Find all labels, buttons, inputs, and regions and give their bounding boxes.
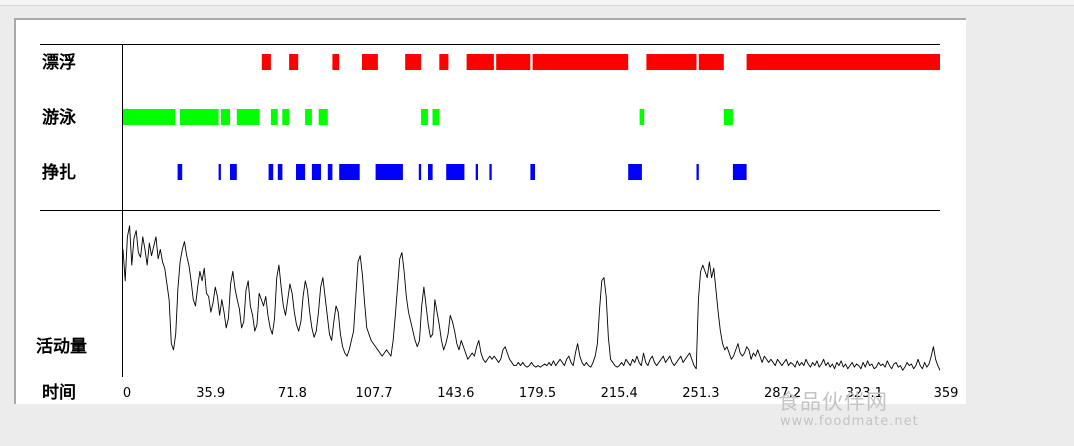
- segment-row0-6: [466, 54, 478, 70]
- watermark-text: 食品伙伴网: [778, 390, 888, 414]
- x-tick-8: 287.2: [764, 386, 801, 401]
- segment-row0-12: [746, 54, 940, 70]
- watermark: 食品伙伴网 www.foodmate.net: [778, 386, 1038, 436]
- watermark-url: www.foodmate.net: [780, 414, 919, 429]
- segment-row2-1: [218, 164, 221, 180]
- segment-row2-15: [530, 164, 535, 180]
- x-tick-7: 251.3: [682, 386, 719, 401]
- segment-row2-13: [475, 164, 478, 180]
- segment-row1-5: [282, 109, 290, 125]
- row-label-0: 漂浮: [42, 52, 76, 73]
- segment-row1-11: [723, 109, 733, 125]
- segment-row2-0: [177, 164, 183, 180]
- segment-row0-9: [532, 54, 629, 70]
- x-tick-9: 323.1: [846, 386, 883, 401]
- top-toolbar-strip: [0, 0, 1074, 6]
- row-label-1: 游泳: [42, 107, 77, 128]
- x-tick-5: 179.5: [519, 386, 556, 401]
- segment-row1-3: [236, 109, 260, 125]
- segment-row1-0: [123, 109, 176, 125]
- segment-row2-3: [268, 164, 274, 180]
- segment-row0-11: [698, 54, 724, 70]
- x-tick-3: 107.7: [355, 386, 392, 401]
- segment-row2-17: [696, 164, 699, 180]
- segment-row0-1: [289, 54, 299, 70]
- segment-row0-5: [439, 54, 449, 70]
- segment-row2-16: [628, 164, 642, 180]
- x-axis-label: 时间: [42, 382, 76, 403]
- segment-row2-7: [327, 164, 333, 180]
- segment-row0-7: [478, 54, 494, 70]
- segment-row0-2: [332, 54, 340, 70]
- segment-row1-1: [179, 109, 219, 125]
- segment-row0-4: [405, 54, 422, 70]
- x-tick-1: 35.9: [196, 386, 225, 401]
- activity-label: 活动量: [36, 336, 87, 357]
- segment-row1-4: [270, 109, 278, 125]
- segment-row1-7: [318, 109, 328, 125]
- segment-row0-3: [362, 54, 378, 70]
- behavior-segments: [123, 54, 940, 180]
- segment-row2-6: [311, 164, 321, 180]
- x-axis-ticks: 时间 0 35.9 71.8 107.7 143.6 179.5 215.4 251.3 287.…: [42, 382, 958, 403]
- segment-row2-2: [230, 164, 237, 180]
- segment-row2-5: [296, 164, 306, 180]
- x-tick-10: 359: [934, 386, 959, 401]
- segment-row2-12: [446, 164, 465, 180]
- segment-row2-8: [339, 164, 360, 180]
- chart-frame: [40, 44, 940, 377]
- segment-row0-10: [646, 54, 697, 70]
- segment-row2-11: [428, 164, 433, 180]
- segment-row1-8: [421, 109, 428, 125]
- x-tick-4: 143.6: [437, 386, 474, 401]
- x-tick-6: 215.4: [601, 386, 638, 401]
- segment-row0-0: [261, 54, 271, 70]
- activity-line-group: 活动量: [36, 225, 941, 371]
- segment-row1-6: [305, 109, 312, 125]
- segment-row2-10: [418, 164, 422, 180]
- segment-row2-4: [277, 164, 283, 180]
- segment-row2-9: [375, 164, 403, 180]
- segment-row1-10: [639, 109, 645, 125]
- activity-line: [122, 225, 941, 371]
- row-label-2: 挣扎: [42, 162, 76, 183]
- x-tick-2: 71.8: [278, 386, 307, 401]
- segment-row0-8: [496, 54, 531, 70]
- segment-row2-14: [489, 164, 492, 180]
- segment-row1-2: [220, 109, 230, 125]
- segment-row1-9: [432, 109, 440, 125]
- x-tick-0: 0: [123, 386, 131, 401]
- segment-row2-18: [732, 164, 747, 180]
